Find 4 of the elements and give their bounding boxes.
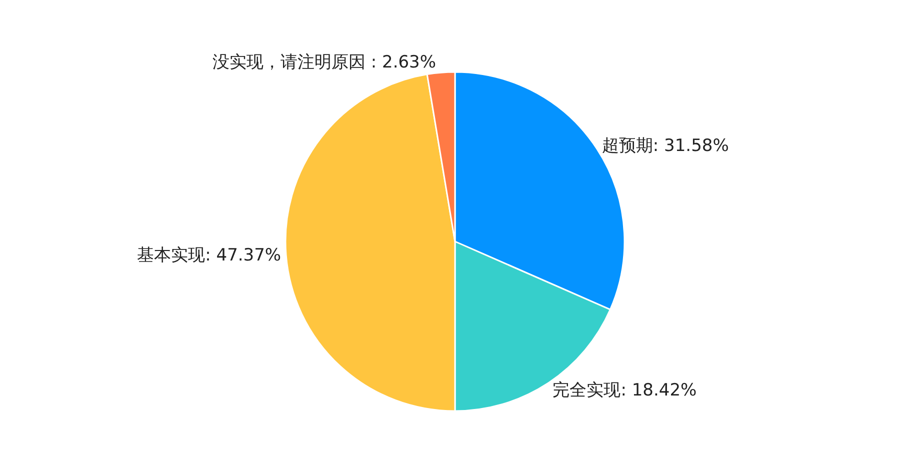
slice-label: 基本实现: 47.37% — [137, 246, 282, 266]
slice-label: 没实现，请注明原因 : 2.63% — [212, 52, 436, 73]
slice-label: 超预期: 31.58% — [602, 136, 729, 156]
slice-label: 完全实现: 18.42% — [552, 380, 697, 400]
